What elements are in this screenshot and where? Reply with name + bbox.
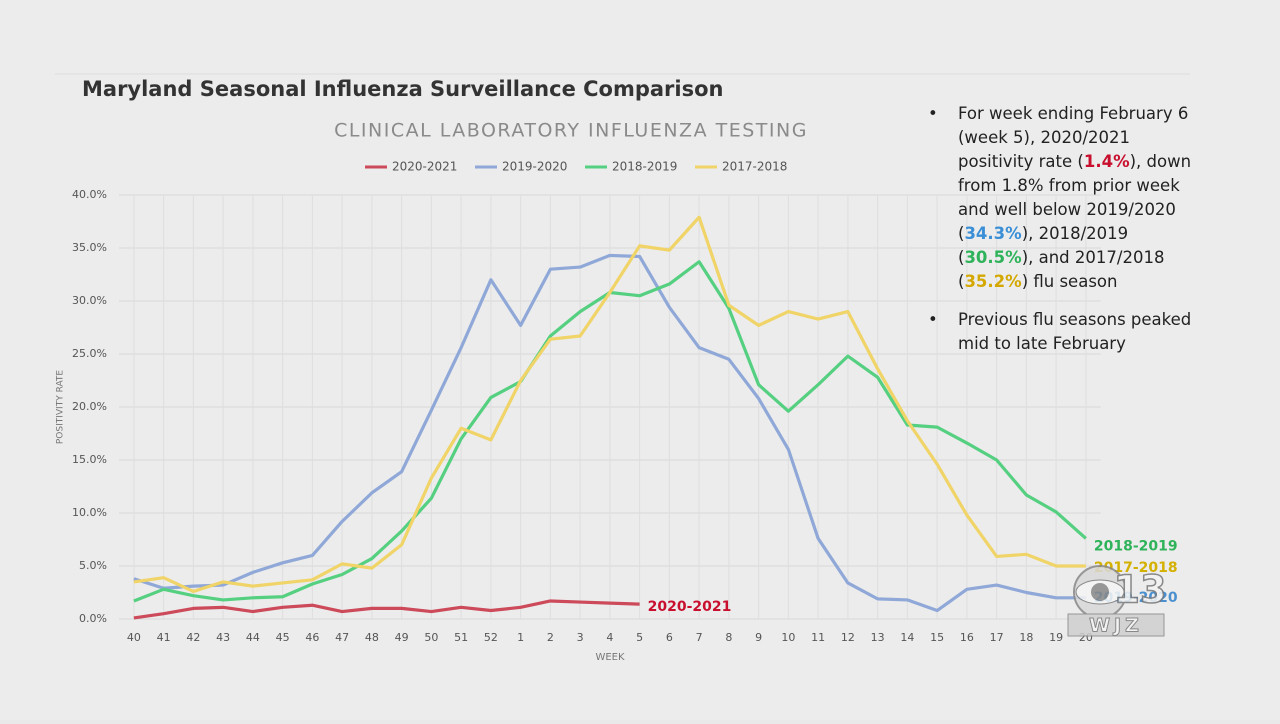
series-line — [133, 215, 1086, 594]
x-tick-label: 1 — [517, 631, 524, 644]
x-tick-label: 52 — [484, 631, 498, 644]
logo-pupil — [1091, 583, 1109, 601]
x-tick-label: 6 — [666, 631, 673, 644]
logo-call-box — [1067, 613, 1165, 637]
x-tick-label: 41 — [157, 631, 171, 644]
slide-title: Maryland Seasonal Influenza Surveillance… — [82, 77, 723, 101]
bullet-text: ) flu season — [1021, 272, 1118, 291]
x-tick-label: 7 — [696, 631, 703, 644]
y-tick-label: 30.0% — [72, 294, 107, 307]
x-tick-label: 19 — [1049, 631, 1063, 644]
x-tick-label: 18 — [1019, 631, 1033, 644]
x-tick-label: 44 — [246, 631, 260, 644]
series-end-label: 2018-2019 — [1094, 538, 1178, 554]
y-tick-label: 25.0% — [72, 347, 107, 360]
bullet: For week ending February 6 (week 5), 202… — [928, 102, 1203, 294]
x-tick-label: 13 — [871, 631, 885, 644]
x-tick-label: 45 — [276, 631, 290, 644]
chart-title: CLINICAL LABORATORY INFLUENZA TESTING — [334, 120, 808, 142]
legend-label: 2020-2021 — [392, 160, 457, 174]
series-end-label: 2020-2021 — [648, 599, 732, 615]
y-axis-label: POSITIVITY RATE — [56, 370, 66, 445]
x-tick-label: 12 — [841, 631, 855, 644]
station-logo: 13 WJZ — [1067, 565, 1167, 637]
x-tick-label: 9 — [755, 631, 762, 644]
x-axis-label: WEEK — [595, 652, 625, 663]
x-tick-label: 4 — [606, 631, 613, 644]
y-tick-label: 0.0% — [79, 612, 107, 625]
x-tick-label: 51 — [454, 631, 468, 644]
x-tick-label: 43 — [216, 631, 230, 644]
bullet-text: ), and 2017/2018 ( — [958, 248, 1165, 291]
logo-number: 13 — [1114, 568, 1167, 612]
y-tick-label: 35.0% — [72, 241, 107, 254]
y-tick-label: 20.0% — [72, 400, 107, 413]
x-tick-label: 50 — [424, 631, 438, 644]
x-tick-label: 2 — [547, 631, 554, 644]
y-tick-label: 5.0% — [79, 559, 107, 572]
highlight-rate: 30.5% — [964, 248, 1022, 267]
x-tick-label: 16 — [960, 631, 974, 644]
series-line — [133, 599, 640, 620]
x-tick-label: 49 — [395, 631, 409, 644]
x-tick-label: 15 — [930, 631, 944, 644]
y-tick-label: 15.0% — [72, 453, 107, 466]
x-tick-label: 10 — [781, 631, 795, 644]
logo-call: WJZ — [1089, 615, 1143, 637]
x-tick-label: 42 — [186, 631, 200, 644]
x-tick-label: 48 — [365, 631, 379, 644]
x-tick-label: 14 — [900, 631, 914, 644]
legend-label: 2018-2019 — [612, 160, 677, 174]
bullet: Previous flu seasons peaked mid to late … — [928, 308, 1203, 356]
y-tick-label: 40.0% — [72, 188, 107, 201]
x-tick-label: 3 — [577, 631, 584, 644]
bullet-list: For week ending February 6 (week 5), 202… — [928, 102, 1203, 370]
x-tick-label: 47 — [335, 631, 349, 644]
x-tick-label: 8 — [725, 631, 732, 644]
highlight-rate: 34.3% — [964, 224, 1022, 243]
legend-label: 2017-2018 — [722, 160, 787, 174]
highlight-rate: 1.4% — [1083, 152, 1130, 171]
series-line — [133, 253, 1086, 613]
bullet-text: ), 2018/2019 ( — [958, 224, 1129, 267]
y-tick-label: 10.0% — [72, 506, 107, 519]
x-tick-label: 40 — [127, 631, 141, 644]
x-tick-label: 5 — [636, 631, 643, 644]
x-tick-label: 11 — [811, 631, 825, 644]
bullet-text: Previous flu seasons peaked mid to late … — [958, 310, 1192, 353]
bullet-text: For week ending February 6 (week 5), 202… — [958, 104, 1189, 171]
bullet-text: ), down from 1.8% from prior week and we… — [958, 152, 1192, 243]
legend-label: 2019-2020 — [502, 160, 567, 174]
highlight-rate: 35.2% — [964, 272, 1022, 291]
x-tick-label: 46 — [305, 631, 319, 644]
x-tick-label: 17 — [990, 631, 1004, 644]
